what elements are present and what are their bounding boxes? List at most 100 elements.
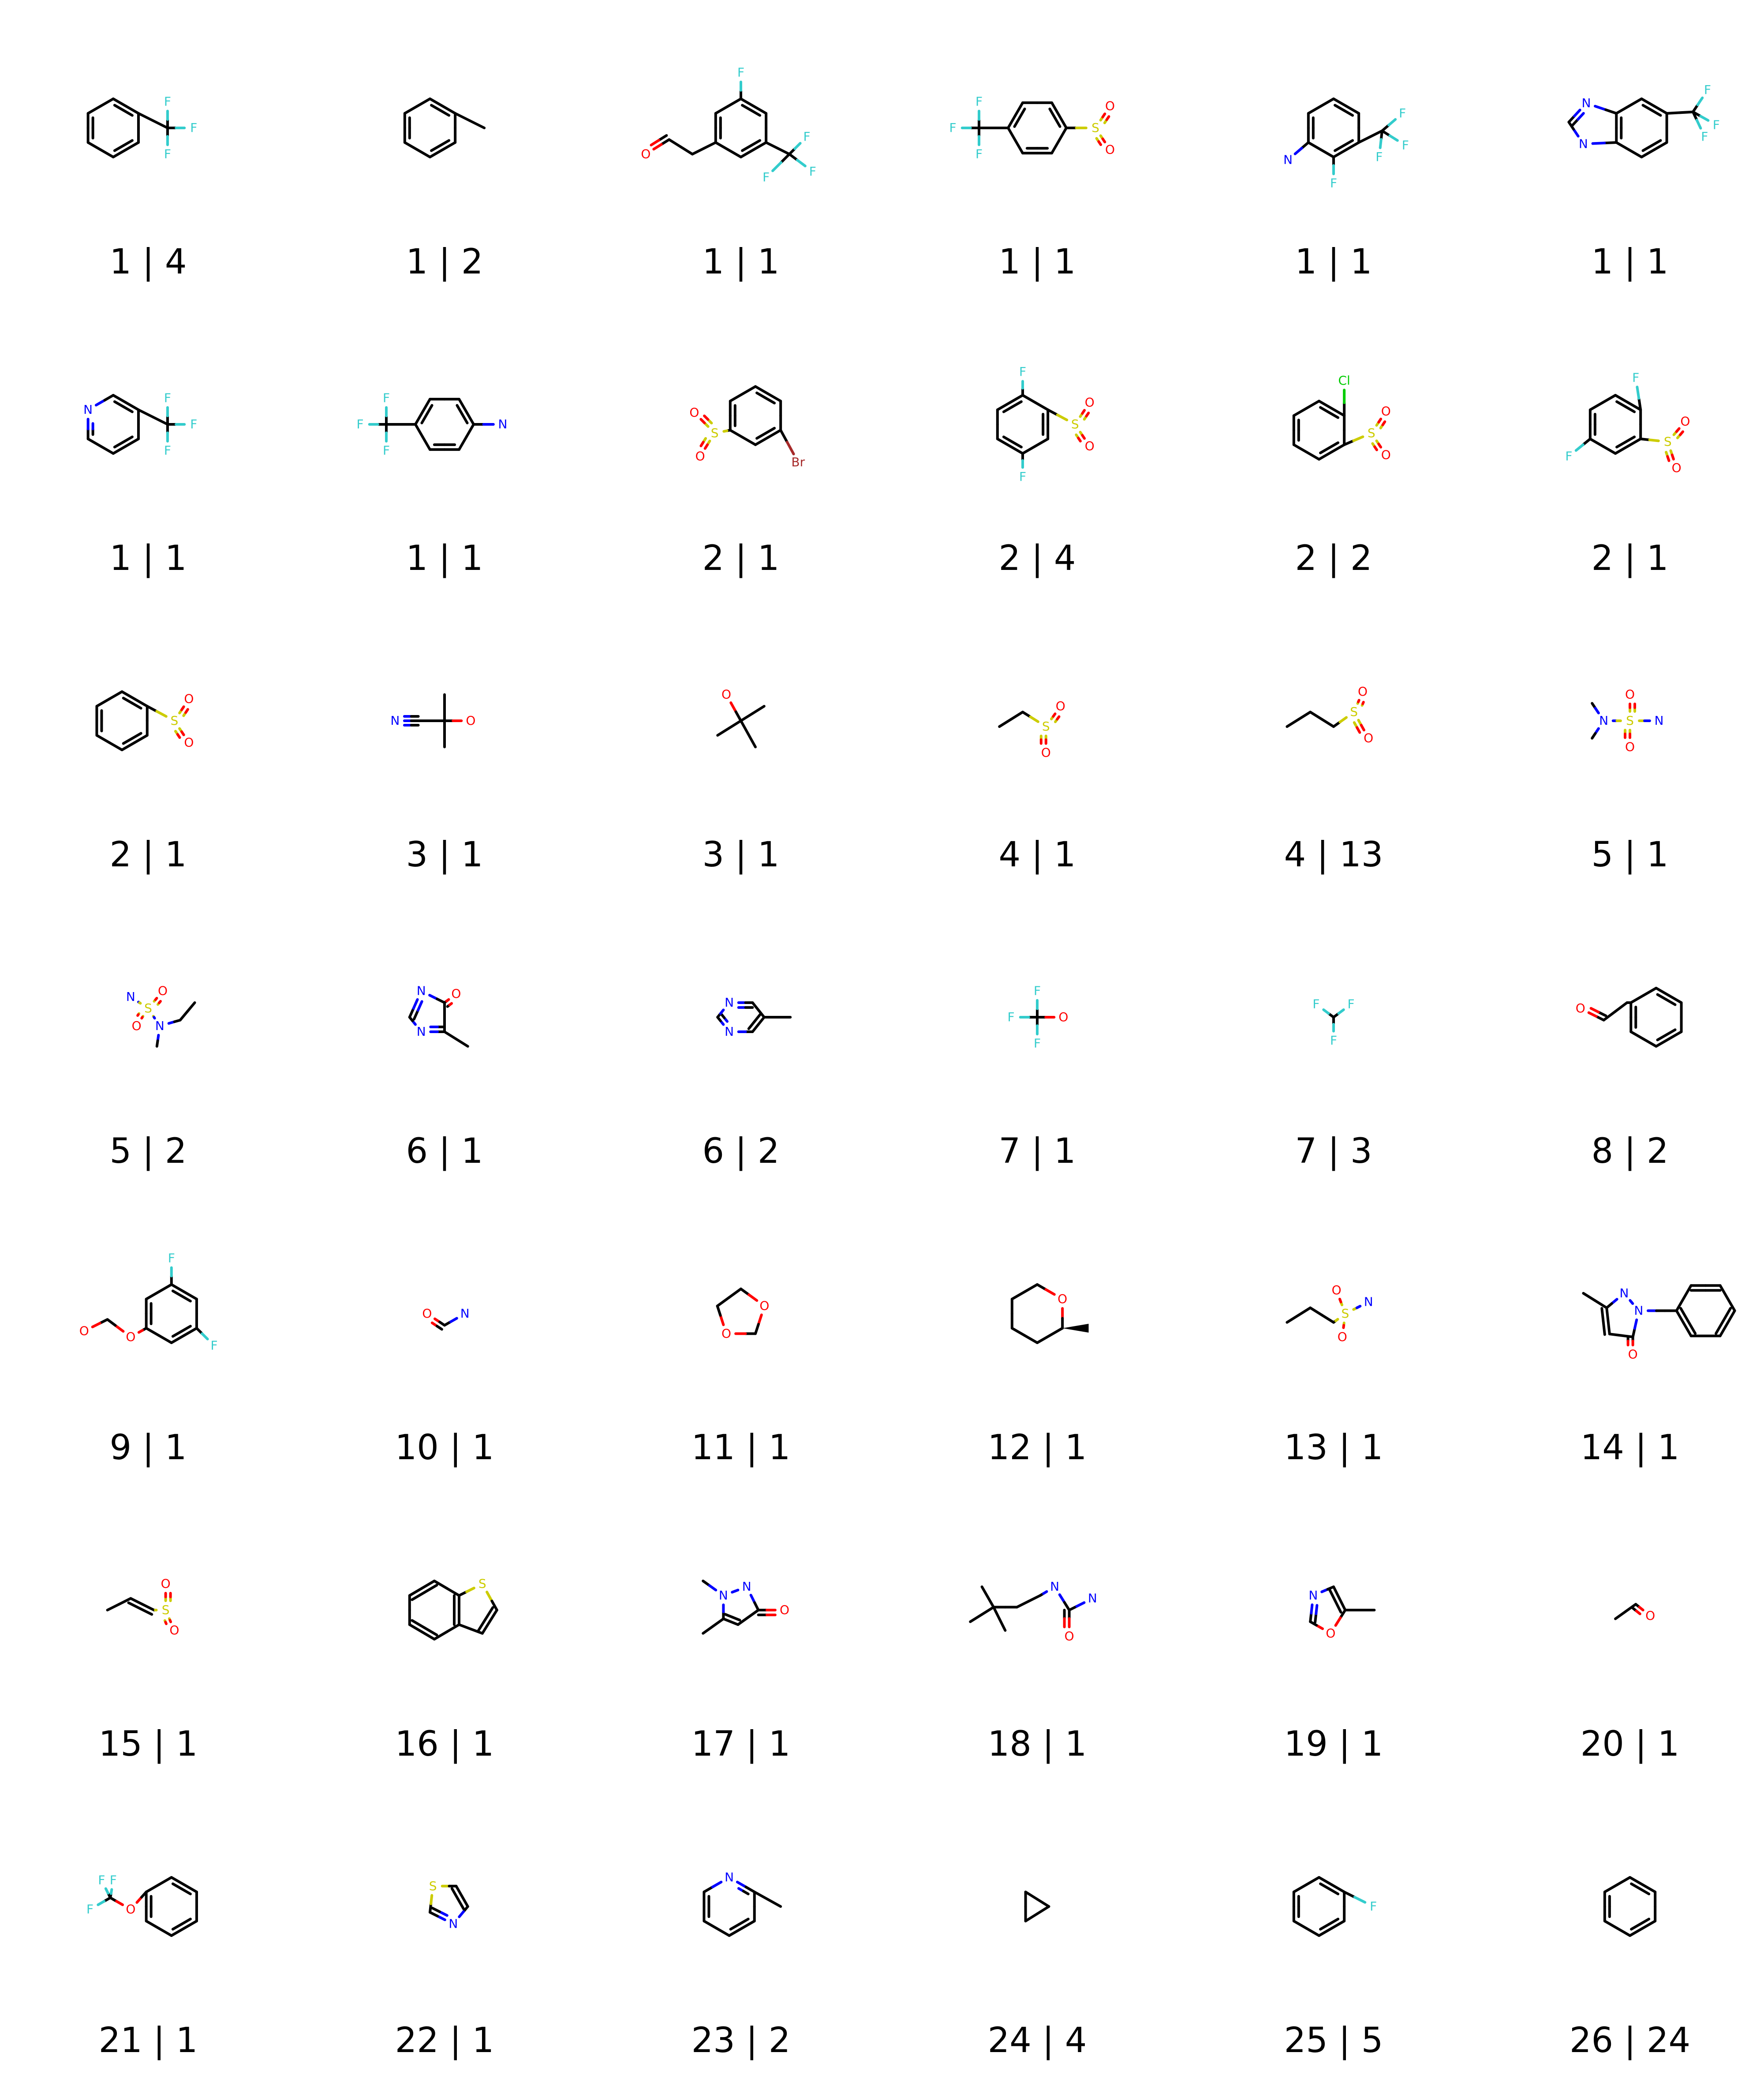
bond <box>1330 443 1346 453</box>
bond <box>766 1898 782 1908</box>
structure-23: O <box>1576 987 1683 1048</box>
bond <box>171 1330 183 1338</box>
bond <box>1627 148 1643 158</box>
bond <box>747 732 757 749</box>
atom-label: F <box>762 170 770 184</box>
bond <box>122 405 134 413</box>
atom-label: O <box>422 1306 432 1321</box>
bond <box>445 1587 460 1597</box>
bond <box>430 104 442 112</box>
bond <box>1353 1895 1367 1904</box>
bond <box>1328 1588 1337 1602</box>
bond <box>716 1296 731 1307</box>
bond <box>1342 1324 1345 1329</box>
bond <box>1656 993 1668 1001</box>
bond <box>1338 1597 1347 1611</box>
bond <box>1319 1882 1331 1891</box>
bond <box>1603 141 1618 145</box>
bond <box>180 1325 192 1333</box>
atom-label: Br <box>791 455 805 469</box>
bond <box>412 998 419 1010</box>
atom-label: F <box>98 1873 105 1888</box>
bond <box>1024 1912 1039 1922</box>
bond <box>776 147 791 156</box>
bond <box>751 1001 760 1011</box>
molecule-label: 18 | 1 <box>987 1724 1087 1764</box>
bond <box>439 109 451 117</box>
bond <box>122 697 134 705</box>
atom-label: N <box>417 984 426 998</box>
bond <box>420 412 429 424</box>
bond <box>108 741 123 751</box>
bond <box>145 1290 161 1300</box>
bond <box>454 112 471 122</box>
atom-label: S <box>1042 719 1050 734</box>
bond <box>771 161 783 172</box>
bond <box>1048 107 1056 119</box>
molecule-cell: O 20 | 1 <box>1482 1482 1764 1779</box>
bond <box>708 1584 718 1592</box>
molecule-structure: Cl SO O <box>1292 373 1391 462</box>
bond <box>1377 417 1383 424</box>
bond <box>1631 1327 1636 1338</box>
bond <box>744 1885 756 1893</box>
bond <box>468 119 486 129</box>
atom-label: O <box>1056 699 1065 713</box>
bond <box>1334 1599 1342 1614</box>
molecule-structure: O NN <box>1582 1284 1736 1361</box>
bond <box>484 1606 494 1621</box>
atom-label: O <box>689 405 699 420</box>
atom-label: O <box>1628 1347 1638 1361</box>
bond <box>753 1891 769 1901</box>
atom-label: N <box>460 1306 470 1321</box>
bond <box>1023 1334 1039 1344</box>
bond <box>1587 1011 1598 1018</box>
bond <box>727 148 742 158</box>
bond <box>1574 443 1585 452</box>
atom-label: F <box>1632 370 1639 385</box>
bond <box>1638 1606 1644 1612</box>
molecule-label: 19 | 1 <box>1284 1724 1383 1764</box>
bond <box>1691 110 1698 122</box>
bond <box>1601 394 1617 404</box>
molecule-structure: SO O <box>998 699 1065 760</box>
atom-label: F <box>86 1902 93 1917</box>
molecule-structure: O <box>1010 1283 1089 1344</box>
bond <box>1695 119 1702 130</box>
bond <box>1063 1601 1071 1611</box>
wedge-bond <box>1062 1324 1089 1333</box>
bond <box>416 148 431 158</box>
molecule-structure: SN <box>429 1879 469 1931</box>
bond <box>1630 1882 1642 1891</box>
bond <box>1319 97 1335 108</box>
bond <box>180 1918 192 1925</box>
bond <box>1665 111 1682 115</box>
atom-label: O <box>780 1603 789 1617</box>
bond <box>1381 420 1387 427</box>
bond <box>998 718 1013 728</box>
molecule-label: 13 | 1 <box>1284 1428 1383 1468</box>
bond <box>1002 405 1014 413</box>
bond <box>1332 97 1348 108</box>
bond <box>1627 97 1643 108</box>
atom-label: N <box>390 713 400 728</box>
bond <box>455 1884 463 1898</box>
bond <box>712 1617 725 1628</box>
bond <box>747 1293 759 1302</box>
molecule-structure: N SO O N <box>1591 687 1663 754</box>
bond <box>1641 104 1653 112</box>
bond <box>1011 440 1023 449</box>
structure-24: F F O O <box>79 1251 218 1353</box>
bond <box>716 727 731 737</box>
bond <box>691 147 706 156</box>
bond <box>1691 103 1699 113</box>
bond <box>1356 726 1361 734</box>
bond <box>113 400 125 408</box>
atom-label: F <box>1019 469 1026 484</box>
